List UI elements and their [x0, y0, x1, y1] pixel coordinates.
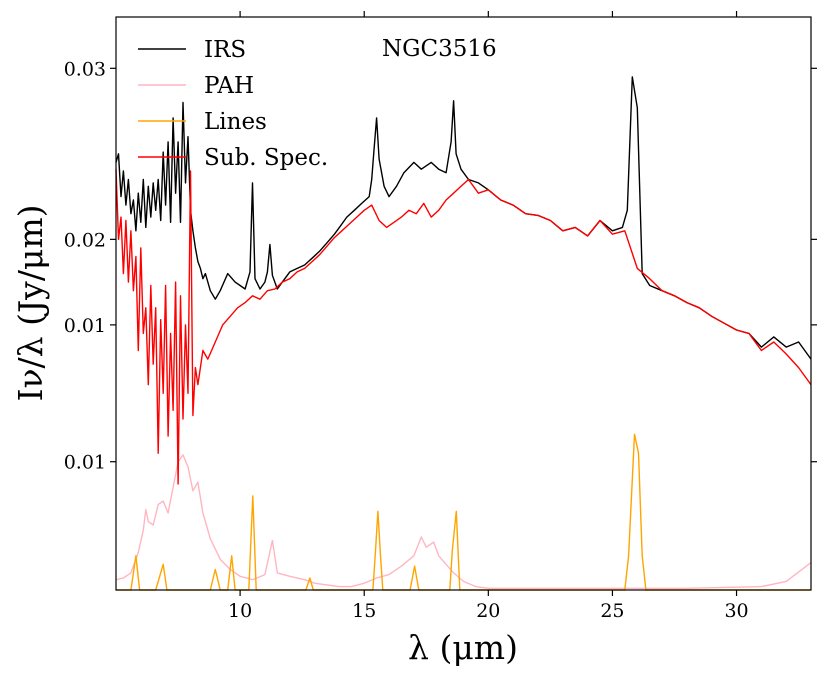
x-tick-label: 30	[724, 600, 748, 622]
series-line-irs	[115, 76, 812, 360]
legend-label-lines: Lines	[204, 109, 267, 135]
chart-title: NGC3516	[382, 36, 497, 62]
plot-background	[116, 17, 811, 590]
legend: IRS PAH Lines Sub. Spec.	[138, 37, 328, 171]
x-tick-label: 10	[228, 600, 252, 622]
y-axis-label: Iν/λ (Jy/μm)	[11, 204, 50, 401]
x-tick-label: 20	[476, 600, 500, 622]
legend-label-irs: IRS	[204, 37, 246, 63]
y-tick-label: 0.01	[64, 315, 106, 337]
y-tick-label: 0.03	[64, 58, 106, 80]
plot-frame	[115, 16, 812, 591]
y-tick-label: 0.01	[64, 452, 106, 474]
series-line-sub-spec	[115, 169, 812, 485]
y-tick-label: 0.02	[64, 229, 106, 251]
legend-label-pah: PAH	[204, 73, 254, 99]
legend-label-sub-spec: Sub. Spec.	[204, 145, 328, 171]
x-axis-label: λ (μm)	[408, 628, 518, 667]
x-tick-label: 15	[352, 600, 376, 622]
x-tick-label: 25	[600, 600, 624, 622]
axis-layer: 10 15 20 25 30 0.01 0.01 0.02 0.03	[64, 11, 817, 622]
